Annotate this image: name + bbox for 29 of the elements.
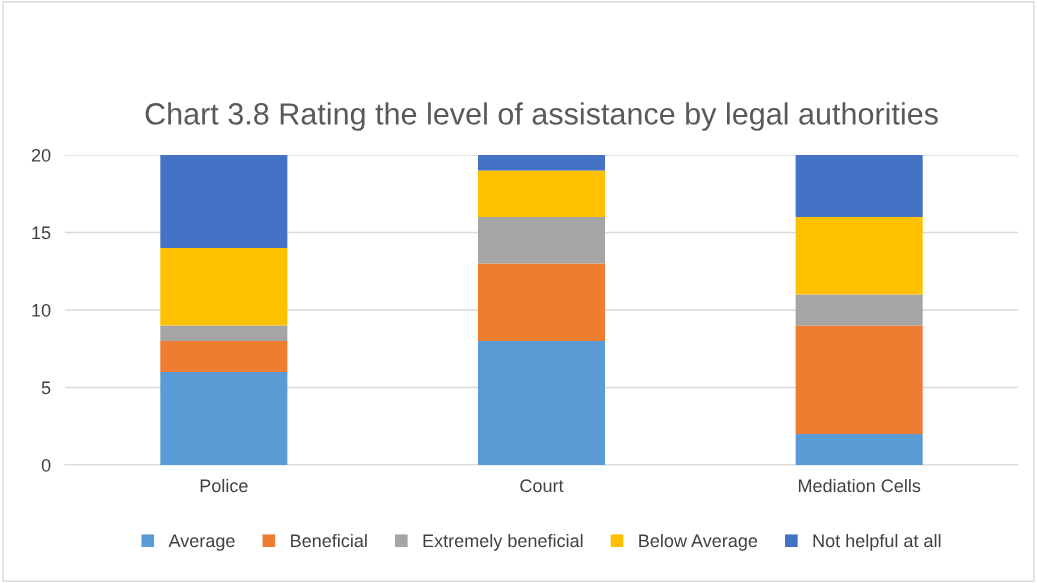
- x-tick-label: Police: [200, 478, 248, 493]
- y-tick-label: 5: [41, 381, 51, 395]
- bar: [160, 372, 288, 465]
- y-tick-label: 15: [32, 226, 51, 240]
- y-tick-label: 20: [31, 148, 51, 162]
- legend-label: Extremely beneficial: [423, 533, 583, 551]
- legend-label: Beneficial: [291, 533, 367, 548]
- x-tick-label: Mediation Cells: [798, 478, 921, 493]
- bar: [477, 155, 606, 171]
- chart-title: Chart 3.8 Rating the level of assistance by legal authorities: [145, 102, 938, 131]
- bar: [795, 155, 923, 217]
- bar: [795, 294, 923, 326]
- legend-label: Average: [168, 534, 235, 551]
- bar: [477, 263, 606, 341]
- x-tick-label: Court: [520, 479, 564, 493]
- bar: [160, 341, 288, 372]
- bar: [477, 217, 606, 264]
- legend-label: Below Average: [639, 533, 758, 551]
- bar: [795, 325, 923, 434]
- bar: [477, 341, 606, 465]
- bar: [160, 248, 288, 326]
- y-tick-label: 0: [41, 458, 51, 472]
- bar: [160, 325, 288, 341]
- bar: [477, 170, 606, 217]
- legend-label: Not helpful at all: [813, 533, 941, 551]
- y-tick-label: 10: [32, 303, 51, 317]
- bar: [795, 217, 923, 295]
- bar: [160, 155, 288, 248]
- bar: [795, 434, 923, 465]
